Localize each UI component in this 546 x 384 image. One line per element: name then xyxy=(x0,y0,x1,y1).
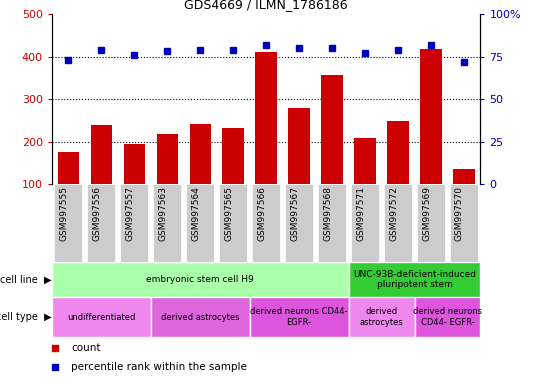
Bar xyxy=(120,184,149,262)
Text: GSM997569: GSM997569 xyxy=(422,186,431,241)
Text: GSM997567: GSM997567 xyxy=(290,186,299,241)
Bar xyxy=(87,184,115,262)
Bar xyxy=(151,297,250,337)
Bar xyxy=(222,128,244,227)
Bar xyxy=(55,184,82,262)
Bar xyxy=(52,262,348,297)
Text: percentile rank within the sample: percentile rank within the sample xyxy=(71,362,247,372)
Bar xyxy=(351,184,379,262)
Text: embryonic stem cell H9: embryonic stem cell H9 xyxy=(146,275,254,284)
Text: cell type  ▶: cell type ▶ xyxy=(0,312,52,322)
Text: cell line  ▶: cell line ▶ xyxy=(1,275,52,285)
Bar xyxy=(450,184,478,262)
Text: derived
astrocytes: derived astrocytes xyxy=(360,307,403,327)
Text: count: count xyxy=(71,343,100,353)
Bar xyxy=(153,184,181,262)
Text: GSM997565: GSM997565 xyxy=(224,186,233,241)
Bar xyxy=(91,125,112,227)
Bar xyxy=(384,184,412,262)
Bar xyxy=(52,297,151,337)
Text: GSM997563: GSM997563 xyxy=(158,186,167,241)
Text: GSM997570: GSM997570 xyxy=(455,186,464,241)
Bar xyxy=(123,144,145,227)
Text: GSM997571: GSM997571 xyxy=(356,186,365,241)
Bar xyxy=(250,297,348,337)
Bar xyxy=(157,134,178,227)
Text: GSM997556: GSM997556 xyxy=(92,186,102,241)
Bar xyxy=(318,184,346,262)
Title: GDS4669 / ILMN_1786186: GDS4669 / ILMN_1786186 xyxy=(185,0,348,12)
Bar xyxy=(420,49,442,227)
Text: GSM997564: GSM997564 xyxy=(191,186,200,241)
Text: GSM997557: GSM997557 xyxy=(125,186,134,241)
Text: derived astrocytes: derived astrocytes xyxy=(161,313,240,321)
Bar xyxy=(453,169,474,227)
Bar xyxy=(348,262,480,297)
Text: GSM997555: GSM997555 xyxy=(60,186,68,241)
Text: GSM997568: GSM997568 xyxy=(323,186,332,241)
Bar xyxy=(189,124,211,227)
Bar xyxy=(354,138,376,227)
Bar xyxy=(58,152,79,227)
Bar xyxy=(348,297,414,337)
Bar xyxy=(252,184,280,262)
Text: derived neurons
CD44- EGFR-: derived neurons CD44- EGFR- xyxy=(413,307,482,327)
Bar xyxy=(414,297,480,337)
Bar xyxy=(285,184,313,262)
Bar xyxy=(387,121,409,227)
Bar xyxy=(322,75,343,227)
Text: GSM997566: GSM997566 xyxy=(257,186,266,241)
Text: UNC-93B-deficient-induced
pluripotent stem: UNC-93B-deficient-induced pluripotent st… xyxy=(353,270,476,289)
Text: derived neurons CD44-
EGFR-: derived neurons CD44- EGFR- xyxy=(251,307,348,327)
Bar xyxy=(256,52,277,227)
Bar xyxy=(288,108,310,227)
Bar xyxy=(219,184,247,262)
Bar xyxy=(186,184,214,262)
Bar xyxy=(417,184,445,262)
Text: undifferentiated: undifferentiated xyxy=(67,313,135,321)
Text: GSM997572: GSM997572 xyxy=(389,186,398,241)
